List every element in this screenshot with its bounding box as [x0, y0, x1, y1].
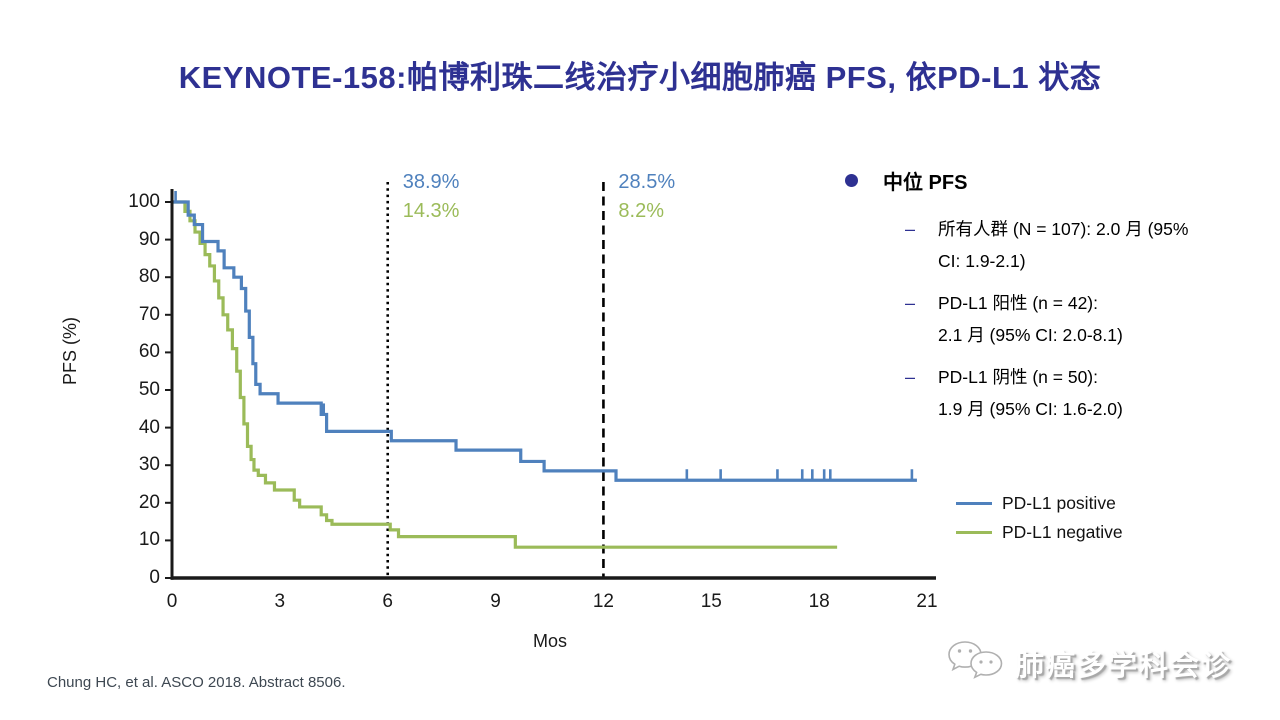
y-tick-label: 20: [138, 491, 160, 513]
watermark: 肺癌多学科会诊: [945, 638, 1232, 688]
x-tick-label: 3: [274, 591, 286, 612]
x-tick-label: 0: [166, 591, 178, 612]
x-tick-label: 21: [916, 591, 938, 612]
bullet-icon: [845, 174, 858, 187]
x-tick-label: 6: [382, 591, 393, 612]
y-tick-label: 80: [138, 266, 160, 288]
legend-row-negative: PD-L1 negative: [956, 518, 1123, 547]
y-tick-label: 50: [138, 379, 160, 400]
pdl1-negative-line-swatch: [956, 530, 992, 535]
y-tick-label: 100: [128, 191, 160, 212]
dash-bullet-icon: –: [905, 367, 916, 387]
chart-legend: PD-L1 positive PD-L1 negative: [956, 489, 1123, 547]
list-item: – 所有人群 (N = 107): 2.0 月 (95% CI: 1.9-2.1…: [905, 213, 1265, 277]
legend-row-positive: PD-L1 positive: [956, 489, 1123, 518]
rate-value: 14.3%: [402, 200, 460, 222]
wechat-chat-bubbles-icon: [948, 641, 1003, 679]
km-curve-pd-l1-positive: [172, 200, 917, 482]
median-all-patients: 所有人群 (N = 107): 2.0 月 (95% CI: 1.9-2.1): [938, 213, 1188, 277]
pdl1-positive-line-swatch: [956, 501, 992, 506]
y-tick-label: 70: [138, 303, 160, 325]
rate-annotation-12mo: 28.5% 8.2%: [618, 168, 675, 226]
median-pdl1-negative: PD-L1 阴性 (n = 50): 1.9 月 (95% CI: 1.6-2.…: [938, 361, 1123, 425]
dash-bullet-icon: –: [905, 293, 916, 313]
y-tick-label: 60: [138, 341, 160, 363]
y-tick-label: 30: [138, 454, 160, 476]
x-tick-label: 12: [592, 591, 614, 612]
citation: Chung HC, et al. ASCO 2018. Abstract 850…: [47, 674, 346, 691]
line: PD-L1 阳性 (n = 42):: [938, 293, 1098, 313]
rate-value: 38.9%: [402, 171, 460, 193]
y-tick-label: 90: [138, 228, 160, 250]
line: PD-L1 阴性 (n = 50):: [938, 367, 1098, 387]
dash-bullet-icon: –: [905, 219, 916, 239]
line: 2.1 月 (95% CI: 2.0-8.1): [938, 325, 1123, 345]
list-item: – PD-L1 阳性 (n = 42): 2.1 月 (95% CI: 2.0-…: [905, 287, 1265, 351]
y-tick-label: 40: [138, 416, 160, 438]
km-curve-pd-l1-negative: [172, 200, 838, 549]
median-pfs-block: 中位 PFS – 所有人群 (N = 107): 2.0 月 (95% CI: …: [845, 166, 1265, 435]
y-tick-label: 10: [138, 529, 160, 551]
line: 1.9 月 (95% CI: 1.6-2.0): [938, 399, 1123, 419]
median-pfs-heading-text: 中位 PFS: [883, 172, 968, 194]
rate-value: 8.2%: [618, 200, 665, 222]
x-tick-label: 15: [700, 591, 722, 612]
line: 所有人群 (N = 107): 2.0 月 (95%: [938, 219, 1189, 239]
slide-title: KEYNOTE-158:帕博利珠二线治疗小细胞肺癌 PFS, 依PD-L1 状态: [178, 60, 1102, 95]
median-pfs-items: – 所有人群 (N = 107): 2.0 月 (95% CI: 1.9-2.1…: [845, 213, 1265, 425]
rate-value: 28.5%: [618, 171, 676, 193]
line: CI: 1.9-2.1): [938, 251, 1026, 271]
rate-annotation-6mo: 38.9% 14.3%: [403, 168, 460, 226]
legend-label-positive: PD-L1 positive: [1002, 493, 1116, 513]
x-tick-label: 9: [490, 591, 501, 612]
median-pdl1-positive: PD-L1 阳性 (n = 42): 2.1 月 (95% CI: 2.0-8.…: [938, 287, 1123, 351]
y-tick-label: 0: [149, 567, 160, 588]
x-tick-label: 18: [808, 591, 830, 612]
legend-label-negative: PD-L1 negative: [1002, 522, 1123, 542]
median-pfs-heading: 中位 PFS: [845, 166, 1265, 195]
watermark-text: 肺癌多学科会诊: [1015, 650, 1233, 682]
list-item: – PD-L1 阴性 (n = 50): 1.9 月 (95% CI: 1.6-…: [905, 361, 1265, 425]
x-axis-title: Mos: [532, 631, 567, 651]
